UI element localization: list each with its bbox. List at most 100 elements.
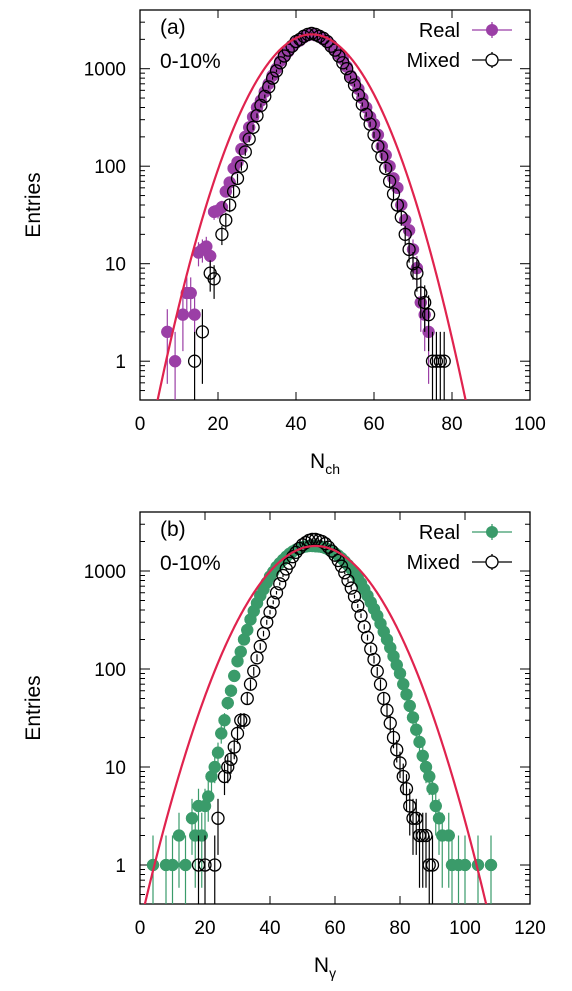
- data-point-real: [188, 308, 201, 321]
- data-point-mixed: [266, 595, 280, 609]
- data-point-mixed: [219, 213, 233, 227]
- data-point-mixed: [433, 354, 447, 368]
- data-point-mixed: [253, 639, 267, 654]
- data-point-mixed: [207, 272, 221, 286]
- data-point-mixed: [299, 535, 313, 550]
- data-point-real: [215, 200, 229, 214]
- data-point-mixed: [221, 760, 235, 774]
- panel-b: 0 20 40 60 80 100 1201101001000NγEntries(b)0-1…: [22, 511, 546, 981]
- data-point-real: [184, 286, 197, 300]
- data-point-mixed: [343, 70, 358, 84]
- data-point-mixed: [406, 257, 420, 271]
- data-point-mixed: [422, 858, 436, 872]
- x-tick-label: 0: [135, 414, 146, 435]
- x-tick-label: 100: [514, 414, 546, 435]
- x-tick-label: 40: [285, 414, 306, 435]
- data-point-mixed: [394, 210, 408, 224]
- data-point-mixed: [380, 703, 394, 717]
- x-tick-label: 20: [207, 414, 228, 435]
- x-axis-label-subscript: γ: [329, 965, 336, 981]
- x-tick-label: 120: [514, 918, 546, 939]
- y-axis-label: Entries: [22, 675, 45, 740]
- legend-label-mixed: Mixed: [407, 50, 460, 72]
- y-tick-label: 1: [115, 856, 126, 877]
- data-point-mixed: [230, 726, 245, 741]
- data-point-mixed: [414, 286, 428, 300]
- data-point-real: [166, 858, 179, 872]
- data-point-real: [215, 727, 228, 740]
- centrality-annotation: 0-10%: [160, 552, 221, 575]
- plot-area: [156, 26, 467, 400]
- data-point-real: [218, 713, 231, 727]
- data-point-mixed: [437, 354, 451, 368]
- data-point-mixed: [263, 605, 277, 619]
- centrality-annotation: 0-10%: [160, 50, 221, 73]
- x-axis-label: Nch: [310, 450, 340, 477]
- data-point-real: [202, 790, 215, 803]
- data-point-real: [410, 723, 423, 736]
- y-tick-label: 100: [94, 660, 126, 681]
- data-point-real: [426, 782, 439, 795]
- data-point-mixed: [425, 858, 440, 872]
- x-tick-label: 80: [441, 414, 462, 435]
- data-point-mixed: [195, 325, 210, 339]
- data-point-real: [442, 829, 455, 842]
- panel-a: 0 20 40 60 80 100 1 10 100 1000 Nch Entries (a) 0-10%…: [22, 9, 546, 477]
- legend-marker-real: [486, 24, 498, 36]
- data-point-mixed: [340, 62, 354, 76]
- data-point-mixed: [351, 599, 365, 613]
- data-point-mixed: [382, 174, 397, 188]
- data-point-mixed: [402, 242, 416, 257]
- data-point-mixed: [237, 713, 251, 727]
- data-point-mixed: [410, 266, 424, 280]
- data-point-mixed: [393, 756, 407, 770]
- data-point-mixed: [273, 56, 288, 70]
- data-point-mixed: [429, 354, 444, 368]
- data-point-mixed: [390, 198, 405, 212]
- fit-curve: [143, 544, 488, 904]
- x-tick-label: 0: [135, 918, 146, 939]
- data-point-mixed: [367, 128, 381, 142]
- data-point-mixed: [347, 589, 362, 604]
- x-tick-label: 100: [449, 918, 481, 939]
- data-point-mixed: [254, 98, 268, 113]
- data-point-real: [406, 711, 420, 724]
- data-point-mixed: [242, 132, 256, 146]
- data-point-mixed: [373, 677, 388, 691]
- data-point-mixed: [240, 691, 254, 706]
- data-point-real: [168, 354, 182, 368]
- x-tick-label: 80: [389, 918, 410, 939]
- y-tick-label: 1000: [84, 562, 126, 583]
- y-tick-label: 1000: [84, 60, 126, 81]
- legend-label-real: Real: [419, 20, 460, 42]
- legend-marker-mixed: [485, 53, 499, 67]
- data-point-mixed: [269, 586, 284, 600]
- data-point-real: [413, 735, 426, 749]
- data-point-mixed: [332, 49, 346, 63]
- x-tick-label: 60: [324, 918, 345, 939]
- data-point-real: [172, 829, 186, 842]
- data-point-real: [416, 749, 429, 763]
- data-point-mixed: [276, 568, 290, 583]
- data-point-mixed: [226, 184, 241, 199]
- data-point-mixed: [208, 858, 222, 872]
- data-point-mixed: [223, 198, 237, 212]
- data-point-mixed: [399, 782, 414, 796]
- data-point-mixed: [344, 581, 358, 595]
- x-axis-label-subscript: ch: [325, 461, 340, 477]
- data-point-mixed: [217, 769, 232, 784]
- data-point-mixed: [260, 615, 274, 629]
- data-point-mixed: [215, 227, 229, 242]
- x-axis-label-main: N: [314, 954, 329, 977]
- data-point-real: [400, 688, 413, 701]
- plot-area: [143, 532, 498, 904]
- data-point-mixed: [258, 89, 272, 104]
- data-point-mixed: [396, 769, 410, 784]
- y-tick-label: 100: [94, 157, 126, 178]
- data-point-real: [224, 684, 238, 697]
- data-point-mixed: [265, 71, 280, 85]
- legend: Real Mixed: [407, 20, 512, 72]
- data-point-real: [484, 858, 498, 872]
- data-point-mixed: [262, 80, 276, 94]
